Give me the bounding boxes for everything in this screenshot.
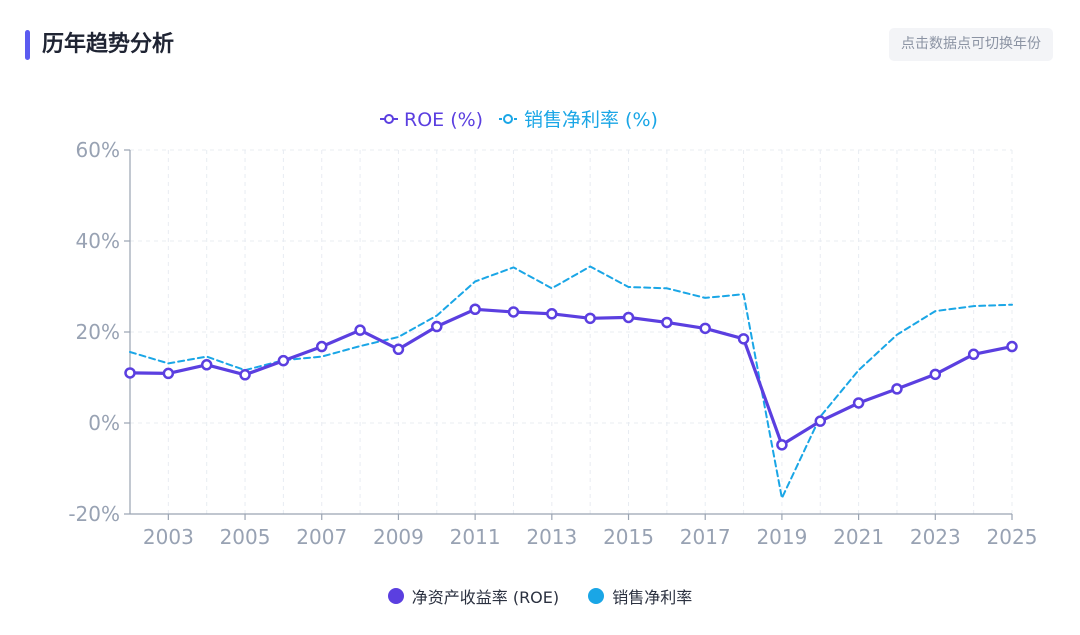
legend-item-roe[interactable]: 净资产收益率 (ROE) — [387, 583, 560, 613]
x-tick-label: 2017 — [680, 525, 731, 549]
roe-data-point[interactable] — [162, 367, 175, 380]
top-legend-net-margin-label: 销售净利率 (%) — [524, 109, 658, 131]
chart-header: 历年趋势分析 点击数据点可切换年份 — [0, 0, 1080, 90]
roe-data-point[interactable] — [315, 340, 328, 353]
y-tick-label: 0% — [88, 411, 120, 435]
trend-line-chart: -20% 0% 20% 40% 60% 2003 2005 2007 2009 2011 2013 2… — [68, 109, 1037, 549]
x-tick-label: 2019 — [756, 525, 807, 549]
axes: -20% 0% 20% 40% 60% 2003 2005 2007 2009 2011 2013 2… — [68, 138, 1037, 549]
roe-data-point[interactable] — [507, 306, 520, 318]
top-legend-roe[interactable]: ROE (%) — [380, 109, 483, 131]
x-tick-label: 2025 — [987, 525, 1038, 549]
bottom-legend: 净资产收益率 (ROE) 销售净利率 — [0, 582, 1080, 612]
x-tick-label: 2011 — [450, 525, 501, 549]
roe-data-point[interactable] — [622, 311, 635, 324]
roe-data-point[interactable] — [546, 308, 558, 320]
roe-data-point[interactable] — [929, 368, 942, 381]
y-tick-label: 60% — [76, 138, 120, 162]
x-tick-label: 2021 — [833, 525, 884, 549]
top-legend-net-margin[interactable]: 销售净利率 (%) — [499, 109, 658, 131]
x-tick-label: 2023 — [910, 525, 961, 549]
roe-data-point[interactable] — [469, 303, 481, 315]
y-tick-label: 40% — [76, 229, 120, 253]
title-accent-bar — [25, 30, 30, 60]
legend-dot-net-margin — [588, 588, 605, 604]
roe-data-point[interactable] — [124, 367, 136, 379]
roe-data-point[interactable] — [392, 343, 405, 356]
x-tick-label: 2015 — [603, 525, 654, 549]
roe-data-point[interactable] — [431, 320, 443, 333]
roe-data-point[interactable] — [661, 316, 673, 329]
roe-data-point[interactable] — [584, 312, 596, 325]
roe-data-point[interactable] — [1006, 340, 1018, 353]
roe-data-point[interactable] — [737, 333, 750, 345]
roe-data-point[interactable] — [776, 439, 788, 451]
roe-data-point[interactable] — [891, 383, 903, 395]
x-tick-label: 2009 — [373, 525, 424, 549]
x-tick-label: 2005 — [220, 525, 271, 549]
net-margin-line — [129, 265, 1013, 500]
x-tick-label: 2013 — [526, 525, 577, 549]
roe-data-point[interactable] — [967, 348, 980, 361]
roe-data-point[interactable] — [852, 397, 865, 409]
legend-label-net-margin: 销售净利率 — [612, 587, 693, 607]
roe-data-point[interactable] — [239, 369, 251, 381]
series — [124, 265, 1018, 500]
roe-data-point[interactable] — [200, 359, 213, 371]
legend-item-net-margin[interactable]: 销售净利率 — [588, 583, 692, 613]
x-tick-label: 2007 — [296, 525, 347, 549]
roe-data-point[interactable] — [814, 415, 827, 427]
top-legend: ROE (%) 销售净利率 (%) — [380, 109, 658, 131]
legend-dot-roe — [387, 588, 404, 604]
legend-label-roe: 净资产收益率 (ROE) — [411, 587, 560, 607]
roe-line — [128, 307, 1014, 447]
y-tick-label: 20% — [76, 320, 120, 344]
hint-badge: 点击数据点可切换年份 — [889, 28, 1053, 61]
top-legend-roe-label: ROE (%) — [404, 109, 483, 131]
roe-data-point[interactable] — [277, 354, 290, 367]
roe-data-point[interactable] — [699, 322, 711, 335]
grid-lines — [129, 149, 1013, 515]
y-tick-label: -20% — [68, 502, 120, 526]
x-tick-label: 2003 — [143, 525, 194, 549]
roe-data-point[interactable] — [354, 324, 366, 336]
page-title: 历年趋势分析 — [42, 32, 175, 57]
